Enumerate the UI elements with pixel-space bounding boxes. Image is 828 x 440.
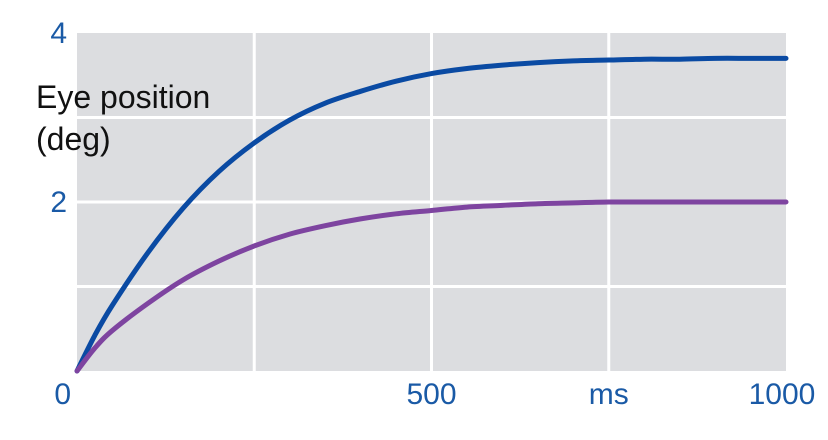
y-axis-label-line-2: (deg) [36,121,111,157]
y-axis-label: Eye position (deg) [36,79,210,157]
y-tick-label: 2 [50,186,67,219]
x-tick-label: 500 [406,378,456,411]
x-tick-label: 0 [54,378,71,411]
x-tick-label: ms [589,378,629,411]
y-tick-label: 4 [50,17,67,50]
series-line-2 [74,199,789,374]
tick-labels: 0 500 ms 1000 2 4 [50,17,815,411]
data-series [74,55,789,374]
y-axis-label-line-1: Eye position [36,79,210,115]
series-line-1 [74,55,789,374]
x-tick-label: 1000 [749,378,816,411]
